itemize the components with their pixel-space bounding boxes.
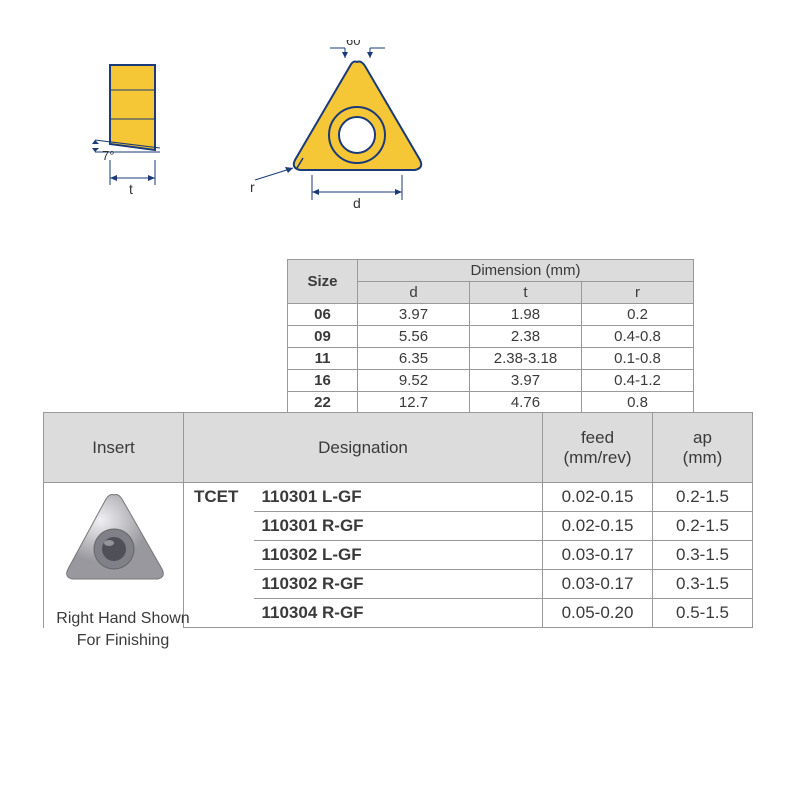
dim-header-size: Size	[288, 260, 358, 304]
code-cell: 110302 L-GF	[254, 541, 543, 570]
dim-header-main: Dimension (mm)	[358, 260, 694, 282]
insert-caption: Right Hand Shown For Finishing	[43, 608, 203, 653]
technical-drawings: 7° t 60°	[90, 40, 470, 250]
dim-r-label: r	[250, 179, 255, 195]
side-view-drawing: 7° t	[92, 65, 160, 197]
top-view-drawing: 60° r d	[250, 40, 421, 211]
hdr-feed: feed(mm/rev)	[543, 413, 653, 483]
series-cell: TCET	[184, 483, 254, 628]
dim-col-r: r	[582, 282, 694, 304]
dim-row: 2212.74.760.8	[288, 392, 694, 414]
dim-row: 169.523.970.4-1.2	[288, 370, 694, 392]
caption-line1: Right Hand Shown	[56, 610, 189, 627]
dim-row: 063.971.980.2	[288, 304, 694, 326]
dim-size: 09	[288, 326, 358, 348]
ap-cell: 0.2-1.5	[653, 483, 753, 512]
feed-cell: 0.02-0.15	[543, 483, 653, 512]
dim-d-label: d	[353, 195, 361, 211]
dim-size: 16	[288, 370, 358, 392]
dim-size: 22	[288, 392, 358, 414]
dim-d: 12.7	[358, 392, 470, 414]
feed-cell: 0.03-0.17	[543, 541, 653, 570]
dim-d: 5.56	[358, 326, 470, 348]
dim-t: 2.38-3.18	[470, 348, 582, 370]
angle-7-label: 7°	[102, 148, 114, 163]
designation-table: Insert Designation feed(mm/rev) ap(mm) T…	[43, 412, 753, 628]
code-cell: 110301 L-GF	[254, 483, 543, 512]
dim-t: 4.76	[470, 392, 582, 414]
dim-row: 095.562.380.4-0.8	[288, 326, 694, 348]
dim-r: 0.8	[582, 392, 694, 414]
dim-t: 3.97	[470, 370, 582, 392]
insert-image-cell	[44, 483, 184, 628]
dim-row: 116.352.38-3.180.1-0.8	[288, 348, 694, 370]
dim-t: 1.98	[470, 304, 582, 326]
feed-cell: 0.02-0.15	[543, 512, 653, 541]
dim-r: 0.4-1.2	[582, 370, 694, 392]
dim-r: 0.4-0.8	[582, 326, 694, 348]
designation-row: TCET110301 L-GF0.02-0.150.2-1.5	[44, 483, 753, 512]
caption-line2: For Finishing	[77, 632, 169, 649]
ap-cell: 0.2-1.5	[653, 512, 753, 541]
dim-r: 0.1-0.8	[582, 348, 694, 370]
dim-d: 9.52	[358, 370, 470, 392]
angle-60-label: 60°	[346, 40, 366, 48]
dim-size: 11	[288, 348, 358, 370]
dim-r: 0.2	[582, 304, 694, 326]
dim-t: 2.38	[470, 326, 582, 348]
ap-cell: 0.3-1.5	[653, 541, 753, 570]
ap-cell: 0.5-1.5	[653, 599, 753, 628]
hdr-designation: Designation	[184, 413, 543, 483]
dim-d: 6.35	[358, 348, 470, 370]
code-cell: 110302 R-GF	[254, 570, 543, 599]
dimension-table: Size Dimension (mm) d t r 063.971.980.20…	[287, 259, 694, 414]
ap-cell: 0.3-1.5	[653, 570, 753, 599]
hdr-ap: ap(mm)	[653, 413, 753, 483]
dim-col-t: t	[470, 282, 582, 304]
dim-t-label: t	[129, 181, 133, 197]
dim-d: 3.97	[358, 304, 470, 326]
dim-size: 06	[288, 304, 358, 326]
dim-col-d: d	[358, 282, 470, 304]
code-cell: 110301 R-GF	[254, 512, 543, 541]
feed-cell: 0.05-0.20	[543, 599, 653, 628]
hdr-insert: Insert	[44, 413, 184, 483]
feed-cell: 0.03-0.17	[543, 570, 653, 599]
code-cell: 110304 R-GF	[254, 599, 543, 628]
